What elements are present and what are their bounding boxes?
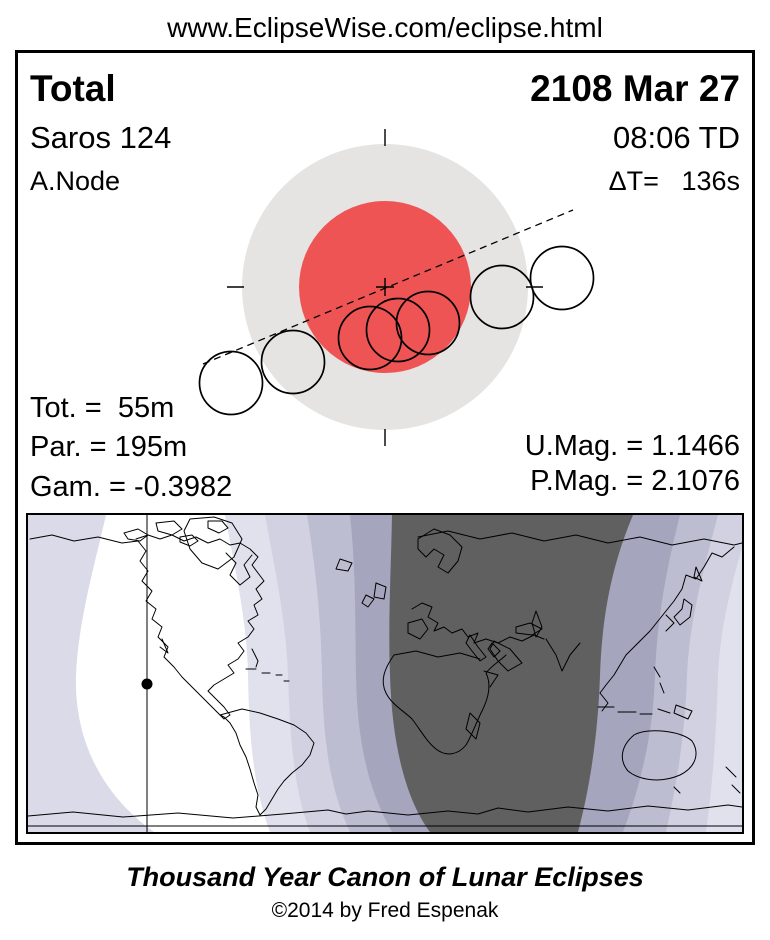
eclipse-type-label: Total xyxy=(30,68,116,109)
indonesia xyxy=(597,704,693,720)
visibility-map xyxy=(26,513,744,834)
moon-outline xyxy=(198,350,264,416)
iceland xyxy=(335,558,353,572)
ecliptic-dashed-line xyxy=(202,209,574,365)
australia xyxy=(621,730,697,794)
scandinavia xyxy=(417,528,463,574)
moon-outline xyxy=(469,264,535,330)
southeast-asia xyxy=(599,692,609,712)
iberia xyxy=(407,618,429,640)
partial-duration: Par. = 195m xyxy=(30,431,188,463)
philippines xyxy=(653,666,665,694)
greatest-eclipse-time: 08:06 TD xyxy=(613,120,740,155)
new-zealand xyxy=(725,766,741,794)
arctic-islands xyxy=(123,520,229,547)
arabia xyxy=(489,640,523,672)
band-map-edge xyxy=(28,515,154,832)
sublunar-point-dot xyxy=(141,678,153,690)
asia-north-coast xyxy=(417,530,742,546)
black-caspian-seas xyxy=(515,610,543,638)
moon-outline xyxy=(529,245,595,311)
eclipse-date: 2108 Mar 27 xyxy=(530,68,740,109)
british-isles xyxy=(361,582,387,608)
europe-coast xyxy=(411,602,545,644)
totality-duration: Tot. = 55m xyxy=(30,392,175,424)
night-zone xyxy=(389,515,633,832)
madagascar xyxy=(465,712,481,740)
moon-outline xyxy=(337,305,403,371)
umbral-magnitude: U.Mag. = 1.1466 xyxy=(524,430,740,462)
hudson-bay xyxy=(225,552,253,586)
saros-series: Saros 124 xyxy=(30,120,172,155)
band-outer-right xyxy=(706,515,742,832)
antarctica-coast xyxy=(28,804,742,819)
moon-outline xyxy=(395,290,461,356)
india xyxy=(545,638,581,672)
caribbean-islands xyxy=(245,668,290,682)
africa xyxy=(382,650,507,755)
penumbral-magnitude: P.Mag. = 2.1076 xyxy=(530,465,740,497)
gamma-value: Gam. = -0.3982 xyxy=(30,471,233,503)
delta-t-value: ΔT= 136s xyxy=(608,166,740,196)
source-url: www.EclipseWise.com/eclipse.html xyxy=(167,12,603,43)
baja-florida xyxy=(159,638,259,668)
copyright-credit: ©2014 by Fred Espenak xyxy=(271,899,499,922)
node-label: A.Node xyxy=(30,166,121,196)
canon-title: Thousand Year Canon of Lunar Eclipses xyxy=(126,862,644,892)
italy-greece xyxy=(465,634,501,662)
japan-korea xyxy=(665,566,703,632)
asia-east-coast xyxy=(599,546,735,694)
moon-outline xyxy=(260,329,326,395)
south-america xyxy=(219,708,315,816)
shadow-diagram xyxy=(198,129,595,446)
moon-outline xyxy=(365,297,431,363)
coastlines xyxy=(28,515,742,832)
